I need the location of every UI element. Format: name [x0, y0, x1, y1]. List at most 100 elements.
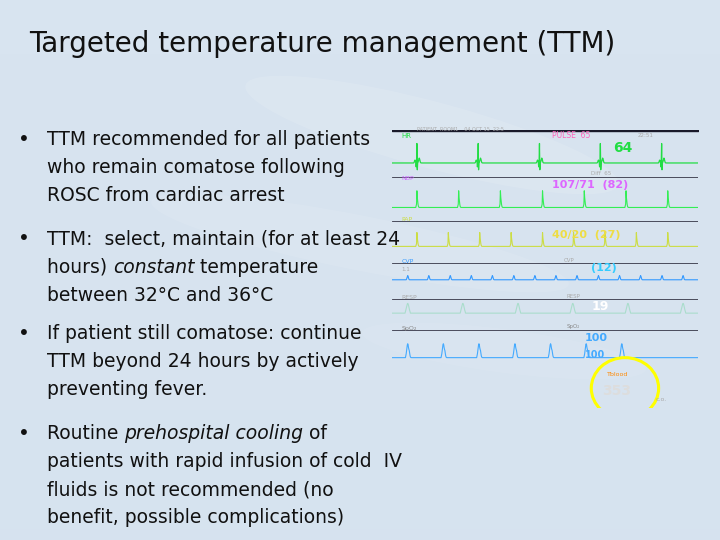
Text: •: • [18, 424, 30, 443]
Bar [0, 275, 720, 281]
Bar [0, 297, 720, 302]
Bar [0, 119, 720, 124]
Text: PULSE  65: PULSE 65 [552, 131, 590, 140]
Bar [0, 167, 720, 173]
Bar [0, 421, 720, 427]
Bar [0, 329, 720, 335]
Bar [0, 92, 720, 97]
Bar [0, 162, 720, 167]
Text: 100: 100 [585, 333, 608, 343]
Text: Tblood: Tblood [606, 372, 628, 377]
Text: Diff  65: Diff 65 [591, 172, 611, 177]
Text: 64: 64 [613, 141, 632, 155]
Bar [0, 443, 720, 448]
Text: •: • [18, 324, 30, 343]
Bar [0, 281, 720, 286]
Bar [0, 518, 720, 524]
Bar [0, 378, 720, 383]
Bar [0, 319, 720, 324]
Bar [0, 513, 720, 518]
Bar [0, 248, 720, 254]
Bar [0, 427, 720, 432]
Bar [0, 173, 720, 178]
Bar [0, 416, 720, 421]
Bar [0, 130, 720, 135]
Text: RESP: RESP [567, 294, 581, 299]
Text: SpO₂: SpO₂ [402, 326, 417, 331]
Text: SpO₂: SpO₂ [567, 325, 580, 329]
Bar [0, 265, 720, 270]
Bar [0, 232, 720, 238]
Bar [0, 454, 720, 459]
Text: 353: 353 [602, 384, 631, 398]
Text: ROSC from cardiac arrest: ROSC from cardiac arrest [47, 186, 284, 205]
Bar [0, 38, 720, 43]
Text: of: of [303, 424, 327, 443]
Bar [0, 178, 720, 184]
Bar [0, 146, 720, 151]
Bar [0, 340, 720, 346]
Bar [0, 243, 720, 248]
Bar [0, 432, 720, 437]
Bar [0, 27, 720, 32]
Bar [0, 394, 720, 400]
Bar [0, 211, 720, 216]
Bar [0, 448, 720, 454]
Bar [0, 383, 720, 389]
Bar [0, 356, 720, 362]
Bar [0, 362, 720, 367]
Bar [0, 22, 720, 27]
Bar [0, 400, 720, 405]
Text: Routine: Routine [47, 424, 124, 443]
Bar [0, 524, 720, 529]
Text: PAP: PAP [402, 218, 413, 222]
Text: If patient still comatose: continue: If patient still comatose: continue [47, 324, 361, 343]
Text: 22:51: 22:51 [637, 132, 653, 138]
Bar [0, 459, 720, 464]
Bar [0, 70, 720, 76]
Bar [0, 54, 720, 59]
Bar [0, 16, 720, 22]
Bar [0, 97, 720, 103]
Ellipse shape [246, 76, 618, 194]
Text: •: • [18, 230, 30, 248]
Bar [0, 367, 720, 373]
Bar [0, 5, 720, 11]
Text: Targeted temperature management (TTM): Targeted temperature management (TTM) [29, 30, 615, 58]
Bar [0, 189, 720, 194]
Text: who remain comatose following: who remain comatose following [47, 158, 345, 177]
Text: constant: constant [113, 258, 194, 276]
Bar [0, 292, 720, 297]
Bar [0, 86, 720, 92]
Bar [0, 464, 720, 470]
Bar [0, 508, 720, 513]
Bar [0, 254, 720, 259]
Text: TTM recommended for all patients: TTM recommended for all patients [47, 130, 370, 148]
Bar [0, 227, 720, 232]
Bar [0, 76, 720, 81]
Bar [0, 351, 720, 356]
Bar [0, 373, 720, 378]
Bar [0, 0, 720, 5]
Bar [0, 216, 720, 221]
Bar [0, 32, 720, 38]
Bar [0, 405, 720, 410]
Bar [0, 502, 720, 508]
Bar [0, 81, 720, 86]
Text: fluids is not recommended (no: fluids is not recommended (no [47, 480, 333, 499]
Bar [0, 346, 720, 351]
Bar [0, 184, 720, 189]
Bar [0, 124, 720, 130]
Text: TTM beyond 24 hours by actively: TTM beyond 24 hours by actively [47, 352, 359, 371]
Text: HR: HR [402, 133, 412, 139]
Ellipse shape [151, 194, 569, 292]
Bar [0, 302, 720, 308]
Text: •: • [18, 130, 30, 148]
Bar [0, 324, 720, 329]
Text: 40/20  (27): 40/20 (27) [552, 230, 620, 240]
Bar [0, 437, 720, 443]
Text: TTM:  select, maintain (for at least 24: TTM: select, maintain (for at least 24 [47, 230, 400, 248]
Bar [0, 103, 720, 108]
Text: 19: 19 [591, 300, 608, 313]
Text: patients with rapid infusion of cold  IV: patients with rapid infusion of cold IV [47, 452, 402, 471]
